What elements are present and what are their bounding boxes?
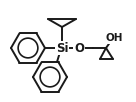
Text: O: O xyxy=(74,42,84,54)
Text: Si: Si xyxy=(56,42,68,54)
Text: OH: OH xyxy=(105,33,123,43)
